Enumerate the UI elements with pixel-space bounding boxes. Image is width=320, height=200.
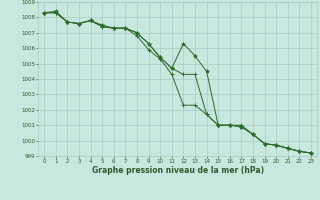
- X-axis label: Graphe pression niveau de la mer (hPa): Graphe pression niveau de la mer (hPa): [92, 166, 264, 175]
